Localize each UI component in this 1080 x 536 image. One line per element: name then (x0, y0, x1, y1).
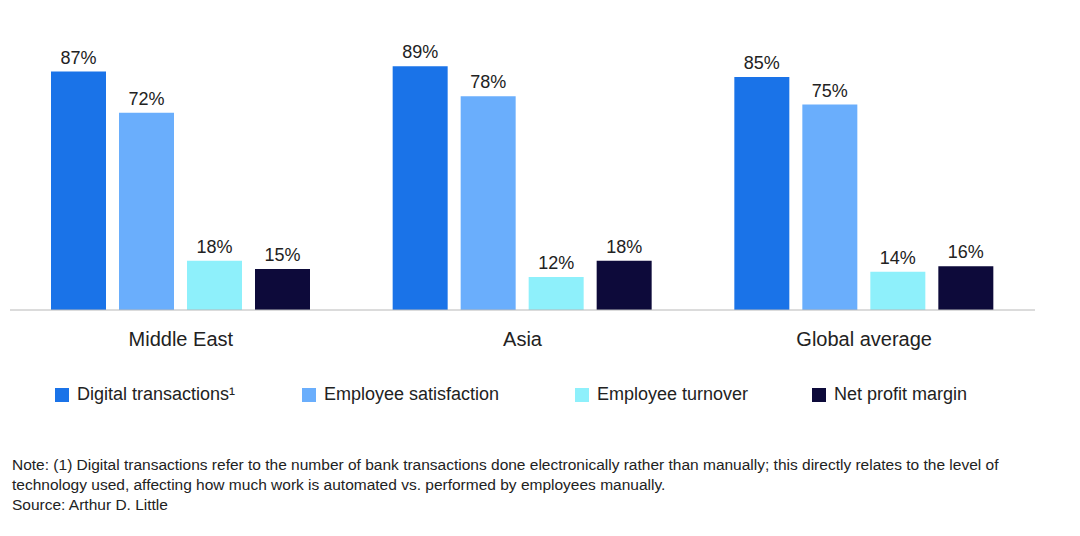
svg-text:12%: 12% (538, 253, 574, 273)
svg-text:Asia: Asia (503, 328, 543, 350)
svg-text:75%: 75% (812, 81, 848, 101)
html-text:Note: (1) Digital transactions: Note: (1) Digital transactions refer to … (12, 456, 999, 493)
svg-text:18%: 18% (606, 237, 642, 257)
svg-text:15%: 15% (264, 245, 300, 265)
svg-text:16%: 16% (948, 242, 984, 262)
svg-text:Global average: Global average (796, 328, 932, 350)
html-text:Employee satisfaction: Employee satisfaction (324, 384, 500, 404)
html-text:Digital transactions¹: Digital transactions¹ (77, 384, 236, 404)
svg-text:87%: 87% (60, 48, 96, 68)
svg-text:Middle East: Middle East (129, 328, 234, 350)
svg-text:72%: 72% (128, 89, 164, 109)
html-text:Net profit margin: Net profit margin (834, 384, 968, 404)
svg-text:14%: 14% (880, 248, 916, 268)
svg-text:78%: 78% (470, 72, 506, 92)
html-text:Employee turnover: Employee turnover (597, 384, 749, 404)
svg-text:89%: 89% (402, 42, 438, 62)
svg-text:18%: 18% (196, 237, 232, 257)
html-text:Source: Arthur D. Little: Source: Arthur D. Little (12, 496, 168, 513)
svg-text:85%: 85% (744, 53, 780, 73)
